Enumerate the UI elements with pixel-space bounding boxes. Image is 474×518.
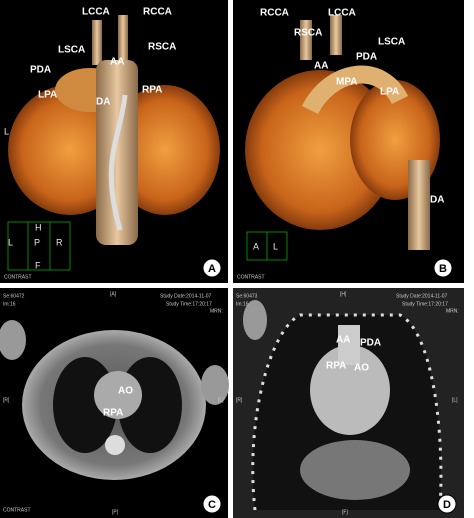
side: [L] — [218, 397, 224, 403]
footer: CONTRAST — [3, 507, 31, 513]
footer: CONTRAST — [237, 274, 265, 280]
panel-a: LCCA RCCA LSCA RSCA PDA AA LPA DA RPA L … — [0, 0, 228, 283]
header: Study Time:17:20:17 — [402, 301, 448, 307]
label: RPA — [326, 361, 346, 372]
side: [F] — [342, 509, 348, 515]
label: RCCA — [260, 8, 289, 19]
label: LSCA — [378, 37, 405, 48]
orientation: L — [273, 241, 278, 251]
panel-letter: C — [208, 499, 216, 511]
footer: CONTRAST — [4, 274, 32, 280]
label: DA — [430, 195, 444, 206]
orientation: R — [56, 237, 63, 247]
label: RSCA — [148, 42, 176, 53]
header: [H] — [340, 291, 347, 297]
panel-letter: D — [443, 499, 451, 511]
label: DA — [96, 97, 110, 108]
label: L — [4, 126, 9, 136]
label: LCCA — [328, 8, 356, 19]
label: RSCA — [294, 28, 322, 39]
side: [R] — [3, 397, 10, 403]
header: [A] — [110, 291, 117, 297]
header: MRN: — [446, 308, 459, 314]
orientation: F — [35, 260, 41, 270]
label: PDA — [30, 65, 51, 76]
panel-letter: B — [439, 263, 447, 275]
header: Study Time:17:20:17 — [166, 301, 212, 307]
label: LPA — [380, 87, 399, 98]
label: LSCA — [58, 45, 85, 56]
label: LPA — [38, 90, 57, 101]
label: AA — [110, 57, 124, 68]
label: PDA — [356, 52, 377, 63]
label: AA — [314, 61, 328, 72]
label: PDA — [360, 338, 381, 349]
header: Se:60472 — [3, 293, 25, 299]
orientation: H — [35, 222, 42, 232]
header: Im:16 — [236, 301, 249, 307]
side: [R] — [236, 397, 243, 403]
label: MPA — [336, 77, 357, 88]
orientation: P — [34, 237, 40, 247]
label: AO — [118, 386, 133, 397]
panel-c: Se:60472 Im:16 [A] Study Date:2014-11-07… — [0, 288, 229, 518]
orientation: A — [253, 241, 259, 251]
panel-d: Se:60473 Im:16 [H] Study Date:2014-11-07… — [233, 288, 464, 518]
label: LCCA — [82, 7, 110, 18]
header: Im:16 — [3, 301, 16, 307]
header: Se:60473 — [236, 293, 258, 299]
label: RCCA — [143, 7, 172, 18]
label: RPA — [103, 408, 123, 419]
panel-b: RCCA LCCA RSCA PDA LSCA AA MPA LPA DA A … — [233, 0, 464, 283]
panel-letter: A — [208, 263, 216, 275]
header: Study Date:2014-11-07 — [160, 293, 212, 299]
side: [L] — [452, 397, 458, 403]
header: MRN: — [210, 308, 223, 314]
label: AO — [354, 363, 369, 374]
label: AA — [336, 335, 350, 346]
side: [P] — [112, 509, 119, 515]
header: Study Date:2014-11-07 — [396, 293, 448, 299]
label: RPA — [142, 85, 162, 96]
orientation: L — [8, 237, 13, 247]
